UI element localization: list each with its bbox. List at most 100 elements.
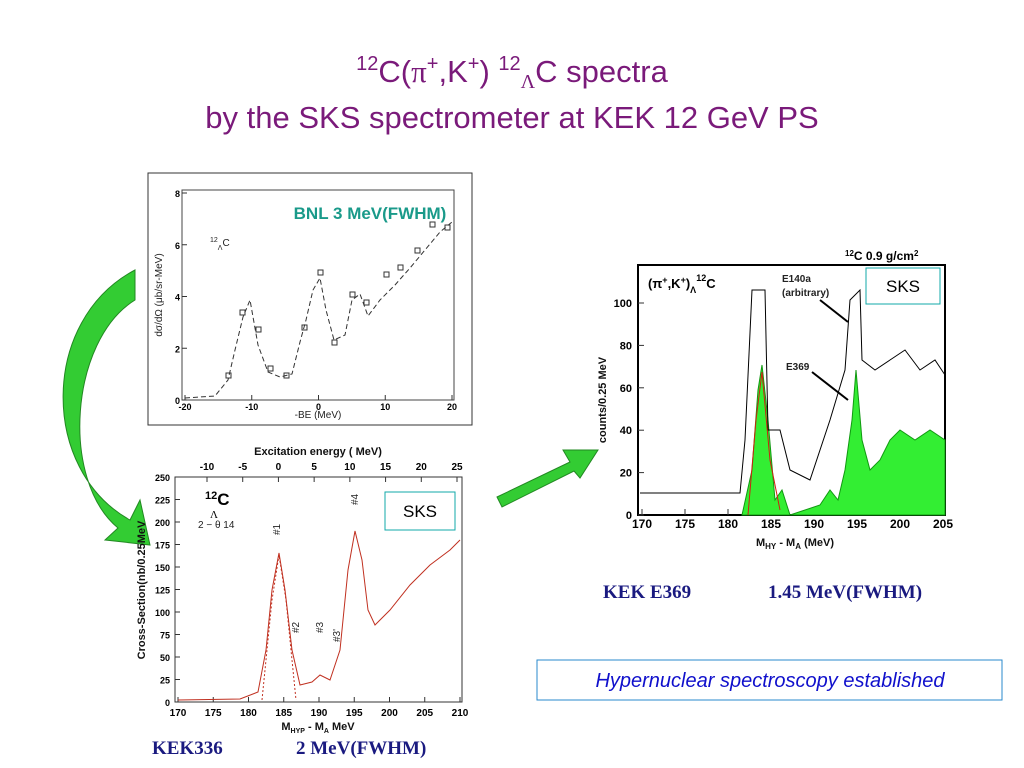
x-tick-label: 200 [890, 517, 910, 531]
sub: A [795, 542, 801, 551]
y-tick-label: 2 [175, 344, 180, 354]
sub: Λ [218, 245, 223, 252]
x-tick-label: 185 [761, 517, 781, 531]
peak-label: #3' [332, 629, 343, 642]
x-tick-label: 190 [311, 708, 328, 719]
kek336-caption: KEK336 [152, 738, 223, 759]
y-tick-label: 0 [175, 396, 180, 406]
kek336-peaks: #1 #2 #3 #3' #4 [272, 493, 361, 642]
y-tick-label: 40 [620, 425, 632, 437]
peak-label: #2 [291, 621, 302, 633]
x-tick-label: -5 [238, 462, 247, 473]
y-tick-label: 25 [160, 676, 170, 686]
title-line1: 12C(π+,K+) 12ΛC spectra [356, 53, 668, 93]
x-tick-label: 180 [240, 708, 257, 719]
y-tick-label: 8 [175, 189, 180, 199]
y-tick-label: 20 [620, 468, 632, 480]
text: ) [686, 276, 690, 291]
x-tick-label: 5 [311, 462, 317, 473]
x-tick-label: 180 [718, 517, 738, 531]
text: C( [378, 54, 411, 89]
x-tick-label: 25 [451, 462, 463, 473]
text: ) [479, 54, 498, 89]
x-tick-label: 175 [675, 517, 695, 531]
text: - M [305, 721, 324, 733]
sup: 12 [356, 53, 378, 75]
kek336-top-label: Excitation energy ( MeV) [254, 446, 382, 458]
y-tick-label: 125 [155, 586, 170, 596]
x-tick-label: 205 [933, 517, 953, 531]
y-tick-label: 175 [155, 541, 170, 551]
kek336-ylabel: Cross-Section(nb/0.25MeV [136, 520, 148, 659]
peak-label: #3 [315, 621, 326, 633]
x-tick-label: 20 [447, 402, 457, 412]
curved-arrow [62, 269, 151, 546]
sub: Λ [210, 509, 218, 521]
x-tick-label: -20 [178, 402, 191, 412]
x-tick-label: 20 [416, 462, 428, 473]
sup: + [468, 53, 480, 75]
peak-label: #1 [272, 523, 283, 535]
x-tick-label: 185 [275, 708, 292, 719]
e140-histogram [640, 288, 946, 494]
e369-xlabel: MHY - MA (MeV) [756, 537, 834, 551]
e140-label: E140a [782, 274, 811, 285]
y-tick-label: 4 [175, 293, 180, 303]
bnl-label: BNL 3 MeV(FWHM) [294, 204, 447, 223]
text: C [222, 238, 229, 249]
bnl-points [225, 221, 451, 379]
kek336-sks-box [384, 491, 456, 531]
text: MeV [329, 721, 355, 733]
y-tick-label: 225 [155, 496, 170, 506]
y-tick-label: 100 [155, 608, 170, 618]
peak-label: #4 [350, 493, 361, 505]
e369-label: E369 [786, 362, 810, 373]
e369-sks: SKS [886, 277, 920, 296]
kek336-angle: 2 − θ 14 [198, 520, 235, 531]
y-tick-label: 0 [626, 510, 632, 522]
text: (π [648, 276, 662, 291]
sup: 12 [498, 53, 520, 75]
e369-sks-box [865, 267, 941, 305]
kek336-sks: SKS [403, 502, 437, 521]
x-tick-label: 190 [804, 517, 824, 531]
bnl-ticks: 0 2 4 6 8 -20 -10 0 10 20 [175, 189, 457, 412]
sup: 12 [210, 237, 218, 244]
x-tick-label: 170 [632, 517, 652, 531]
e140-note: (arbitrary) [782, 288, 829, 299]
bnl-curve [184, 221, 453, 399]
x-tick-label: 200 [381, 708, 398, 719]
sup: + [427, 53, 439, 75]
y-tick-label: 6 [175, 241, 180, 251]
text: ,K [438, 54, 468, 89]
text: - M [776, 537, 795, 549]
text: C [706, 276, 716, 291]
sub: Λ [521, 71, 536, 93]
conclusion: Hypernuclear spectroscopy established [595, 670, 945, 692]
sub: HYP [291, 728, 306, 735]
text: M [281, 721, 290, 733]
sup: 2 [914, 249, 919, 258]
y-tick-label: 150 [155, 563, 170, 573]
sup: + [662, 275, 667, 285]
e369-header: 12C 0.9 g/cm2 [845, 249, 919, 263]
x-tick-label: 195 [346, 708, 363, 719]
y-tick-label: 100 [614, 298, 632, 310]
e369-caption: KEK E369 [603, 582, 691, 603]
title-line2: by the SKS spectrometer at KEK 12 GeV PS [205, 100, 818, 135]
x-tick-label: 210 [452, 708, 469, 719]
x-tick-label: -10 [200, 462, 215, 473]
e369-spectrum [741, 364, 946, 516]
x-tick-label: 170 [170, 708, 187, 719]
x-tick-label: -10 [245, 402, 258, 412]
text: π [411, 54, 427, 89]
arrow [496, 449, 599, 508]
sub: Λ [690, 285, 696, 295]
x-tick-label: 195 [847, 517, 867, 531]
e369-fit [747, 371, 781, 516]
e369-fwhm: 1.45 MeV(FWHM) [768, 582, 922, 603]
y-tick-label: 75 [160, 631, 170, 641]
bnl-inset: 12ΛC [210, 237, 230, 252]
text: C [217, 490, 229, 509]
